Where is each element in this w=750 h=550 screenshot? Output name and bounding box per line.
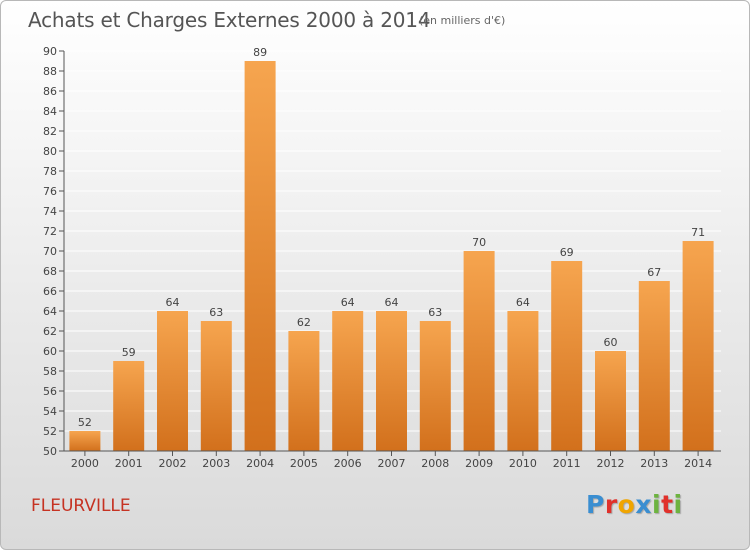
- data-labels: 52 59 64 63 89 62 64 64 63 70 64 69 60 67 71: [78, 46, 705, 429]
- x-tick-label: 2005: [290, 457, 318, 470]
- bar-2003: [200, 321, 232, 451]
- x-tick-label: 2011: [553, 457, 581, 470]
- x-tick-label: 2013: [640, 457, 668, 470]
- bar-2007: [376, 311, 407, 451]
- data-label: 69: [560, 246, 574, 259]
- data-label: 89: [253, 46, 267, 59]
- data-label: 64: [341, 296, 355, 309]
- y-tick-label: 80: [43, 145, 57, 158]
- x-axis: 2000 2001 2002 2003 2004 2005 2006 2007 2008 2009…: [64, 450, 721, 470]
- y-tick-label: 72: [43, 225, 57, 238]
- bar-2004: [244, 61, 276, 451]
- x-tick-label: 2014: [684, 457, 712, 470]
- y-tick-label: 58: [43, 365, 57, 378]
- proxiti-logo[interactable]: Proxiti: [586, 490, 683, 519]
- data-label: 63: [209, 306, 223, 319]
- data-label: 70: [472, 236, 486, 249]
- data-label: 64: [385, 296, 399, 309]
- data-label: 64: [516, 296, 530, 309]
- bar-2013: [638, 281, 670, 451]
- logo-letter: o: [617, 490, 636, 519]
- y-tick-label: 86: [43, 85, 57, 98]
- bar-2014: [682, 241, 714, 451]
- x-tick-label: 2003: [202, 457, 230, 470]
- x-tick-label: 2000: [71, 457, 99, 470]
- y-tick-label: 90: [43, 45, 57, 58]
- logo-letter: i: [652, 490, 662, 519]
- bar-2010: [507, 311, 539, 451]
- y-tick-label: 60: [43, 345, 57, 358]
- x-tick-label: 2006: [334, 457, 362, 470]
- y-tick-label: 82: [43, 125, 57, 138]
- logo-letter: r: [604, 490, 618, 519]
- y-tick-label: 62: [43, 325, 57, 338]
- bar-2006: [332, 311, 364, 451]
- y-tick-label: 88: [43, 65, 57, 78]
- y-tick-label: 78: [43, 165, 57, 178]
- y-tick-label: 56: [43, 385, 57, 398]
- x-tick-label: 2004: [246, 457, 274, 470]
- logo-letter: t: [661, 490, 674, 519]
- bar-2000: [69, 431, 101, 451]
- x-tick-label: 2001: [115, 457, 143, 470]
- bar-2001: [113, 361, 145, 451]
- x-tick-label: 2012: [597, 457, 625, 470]
- y-axis: 50 52 54 56 58 60 62 64 66 68 70 72 74 76 78 80 82 84 86 88…: [43, 45, 65, 458]
- x-tick-label: 2007: [378, 457, 406, 470]
- y-tick-label: 54: [43, 405, 57, 418]
- logo-letter: i: [673, 490, 683, 519]
- x-tick-label: 2002: [159, 457, 187, 470]
- bar-2009: [463, 251, 495, 451]
- y-tick-label: 84: [43, 105, 57, 118]
- chart-title: Achats et Charges Externes 2000 à 2014: [28, 8, 431, 32]
- data-label: 64: [166, 296, 180, 309]
- bar-2012: [595, 351, 626, 451]
- y-tick-label: 70: [43, 245, 57, 258]
- bar-2005: [288, 331, 320, 451]
- bar-2002: [157, 311, 188, 451]
- x-tick-label: 2010: [509, 457, 537, 470]
- y-tick-label: 52: [43, 425, 57, 438]
- y-tick-label: 68: [43, 265, 57, 278]
- bars: [69, 61, 714, 451]
- data-label: 71: [691, 226, 705, 239]
- data-label: 60: [604, 336, 618, 349]
- data-label: 63: [428, 306, 442, 319]
- chart-unit: (en milliers d'€): [419, 14, 506, 27]
- y-tick-label: 64: [43, 305, 57, 318]
- logo-letter: x: [635, 490, 652, 519]
- bar-2008: [419, 321, 451, 451]
- bar-2011: [551, 261, 583, 451]
- logo-letter: P: [586, 490, 605, 519]
- data-label: 67: [647, 266, 661, 279]
- data-label: 62: [297, 316, 311, 329]
- x-tick-label: 2009: [465, 457, 493, 470]
- y-tick-label: 66: [43, 285, 57, 298]
- x-tick-label: 2008: [421, 457, 449, 470]
- data-label: 52: [78, 416, 92, 429]
- y-tick-label: 50: [43, 445, 57, 458]
- y-tick-label: 76: [43, 185, 57, 198]
- place-name: FLEURVILLE: [31, 496, 131, 516]
- data-label: 59: [122, 346, 136, 359]
- y-tick-label: 74: [43, 205, 57, 218]
